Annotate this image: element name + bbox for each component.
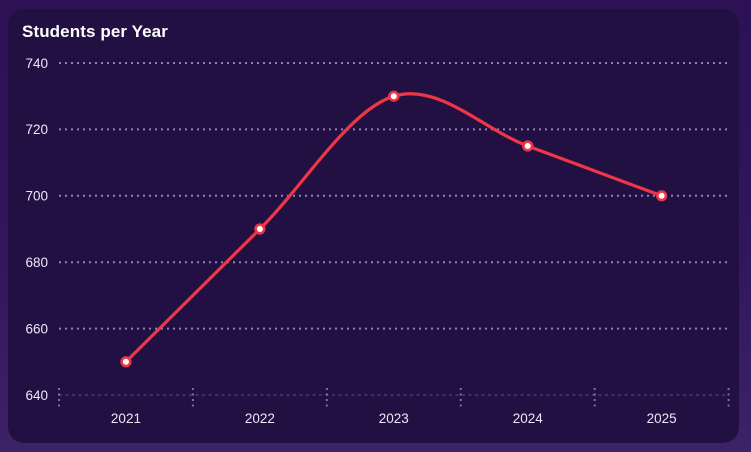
y-axis-label: 680	[25, 255, 48, 270]
y-axis-label: 700	[25, 189, 48, 204]
data-point	[120, 356, 132, 368]
chart-card: Students per Year 640 660 680 700 720 740 2021…	[8, 9, 739, 443]
data-point	[388, 90, 400, 102]
x-axis-label: 2025	[647, 411, 677, 426]
y-axis-label: 740	[25, 56, 48, 71]
x-axis-label: 2024	[513, 411, 544, 426]
line-chart: 640 660 680 700 720 740 2021 2022 2023 2024 2025	[25, 56, 730, 426]
y-axis-label: 640	[25, 388, 48, 403]
y-axis-label: 720	[25, 122, 48, 137]
data-point	[656, 190, 668, 202]
y-axis-label: 660	[25, 321, 48, 336]
chart-title: Students per Year	[22, 22, 168, 41]
data-point	[254, 223, 266, 235]
x-axis-label: 2021	[111, 411, 141, 426]
x-axis-label: 2022	[245, 411, 275, 426]
data-point	[522, 140, 534, 152]
x-axis-label: 2023	[379, 411, 409, 426]
series-line	[124, 92, 664, 364]
